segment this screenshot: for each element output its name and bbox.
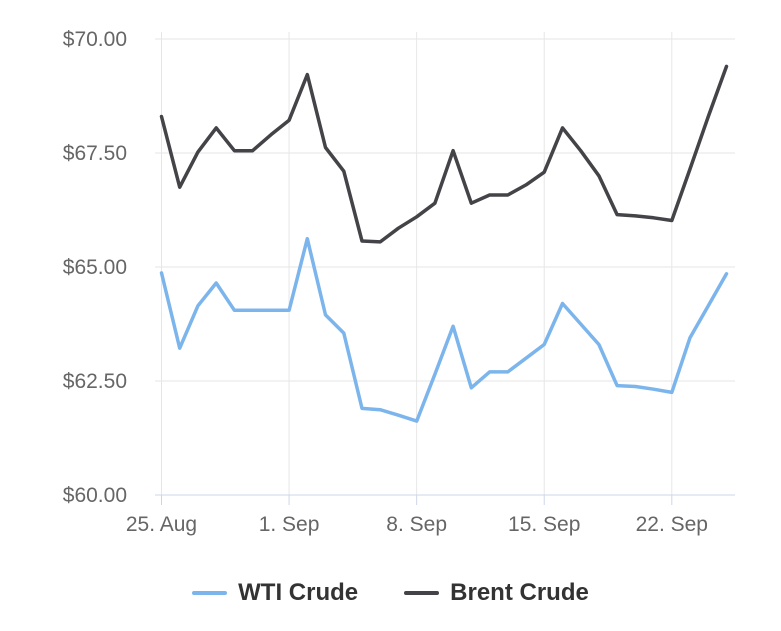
price-chart: $70.00 $67.50 $65.00 $62.50 $60.00 25. Aug 1. … <box>63 28 735 536</box>
x-axis-label: 22. Sep <box>636 513 708 536</box>
x-axis-label: 25. Aug <box>126 513 197 536</box>
x-axis-label: 8. Sep <box>386 513 447 536</box>
chart-legend: WTI Crude Brent Crude <box>0 578 781 607</box>
wti-line-series <box>159 236 729 423</box>
x-axis-label: 15. Sep <box>508 513 580 536</box>
legend-item-brent[interactable]: Brent Crude <box>404 578 589 607</box>
y-axis-label: $62.50 <box>63 370 127 393</box>
wti-line-swatch-icon <box>192 590 228 595</box>
legend-label-brent: Brent Crude <box>450 579 589 606</box>
x-axis-label: 1. Sep <box>259 513 320 536</box>
legend-label-wti: WTI Crude <box>238 579 359 606</box>
legend-item-wti[interactable]: WTI Crude <box>192 578 358 607</box>
brent-line-swatch-icon <box>404 590 440 595</box>
y-axis-label: $70.00 <box>63 28 127 51</box>
brent-line-series <box>159 64 729 244</box>
y-axis-label: $67.50 <box>63 142 127 165</box>
y-axis-label: $60.00 <box>63 484 127 507</box>
y-axis-label: $65.00 <box>63 256 127 279</box>
